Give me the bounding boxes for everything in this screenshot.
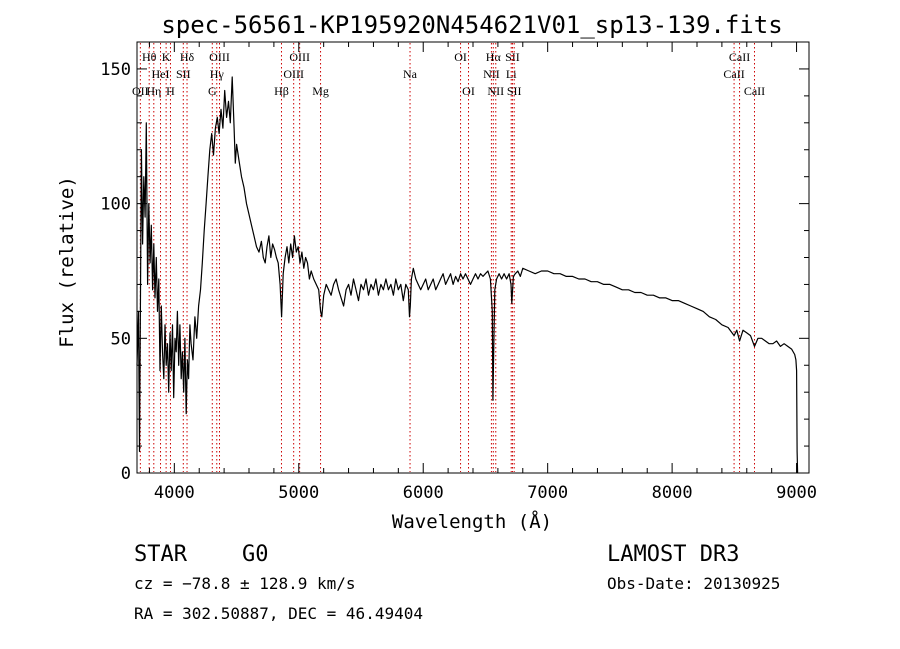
line-label-11: Hβ (274, 84, 289, 98)
line-label-18: NII (483, 67, 500, 81)
survey-name: LAMOST DR3 (607, 542, 739, 567)
line-label-10: OIII (209, 50, 230, 64)
y-tick-label-3: 150 (100, 60, 131, 80)
observation-date: Obs-Date: 20130925 (607, 574, 780, 593)
line-label-9: Hγ (210, 67, 225, 81)
line-label-26: CaII (744, 84, 765, 98)
line-label-19: Hα (486, 50, 502, 64)
line-label-16: OI (454, 50, 467, 64)
x-tick-label-2: 6000 (403, 483, 444, 503)
x-tick-label-3: 7000 (527, 483, 568, 503)
x-tick-label-4: 8000 (652, 483, 693, 503)
line-label-2: Hη (146, 84, 161, 98)
spectral-line-markers: OII Hθ Hη HeI K H Hδ SII G Hγ OIII Hβ OIII OIII Mg Na OI… (132, 43, 765, 472)
y-tick-label-2: 100 (100, 195, 131, 215)
line-label-23: SII (507, 84, 522, 98)
line-label-25: CaII (729, 50, 750, 64)
redshift-velocity: cz = −78.8 ± 128.9 km/s (134, 574, 356, 593)
spectrum-series (136, 76, 799, 474)
line-label-24: CaII (723, 67, 744, 81)
line-label-17: OI (462, 84, 475, 98)
line-label-12: OIII (283, 67, 304, 81)
line-label-21: Li (506, 67, 517, 81)
line-label-0: OII (132, 84, 149, 98)
x-tick-label-1: 5000 (278, 483, 319, 503)
line-label-22: SII (505, 50, 520, 64)
sky-coordinates: RA = 302.50887, DEC = 46.49404 (134, 604, 423, 623)
line-label-8: G (208, 84, 217, 98)
x-tick-label-0: 4000 (154, 483, 195, 503)
line-label-20: NII (487, 84, 504, 98)
object-subclass: G0 (242, 542, 269, 567)
line-label-13: OIII (289, 50, 310, 64)
axis-ticks: 4000 5000 6000 7000 8000 9000 0 50 100 150 (100, 42, 817, 503)
line-label-15: Na (403, 67, 418, 81)
y-tick-label-1: 50 (111, 329, 131, 349)
object-class: STAR (134, 542, 188, 567)
line-label-14: Mg (312, 84, 329, 98)
line-label-5: H (166, 84, 175, 98)
spectrum-line (136, 76, 799, 474)
y-axis-label: Flux (relative) (56, 176, 78, 348)
x-axis-label: Wavelength (Å) (392, 510, 552, 533)
line-label-1: Hθ (142, 50, 157, 64)
x-tick-label-5: 9000 (776, 483, 817, 503)
line-label-7: SII (176, 67, 191, 81)
line-label-3: HeI (152, 67, 170, 81)
chart-title: spec-56561-KP195920N454621V01_sp13-139.f… (161, 11, 782, 39)
y-tick-label-0: 0 (121, 464, 131, 484)
line-label-6: Hδ (180, 50, 195, 64)
plot-frame (136, 41, 810, 474)
line-label-4: K (162, 50, 171, 64)
